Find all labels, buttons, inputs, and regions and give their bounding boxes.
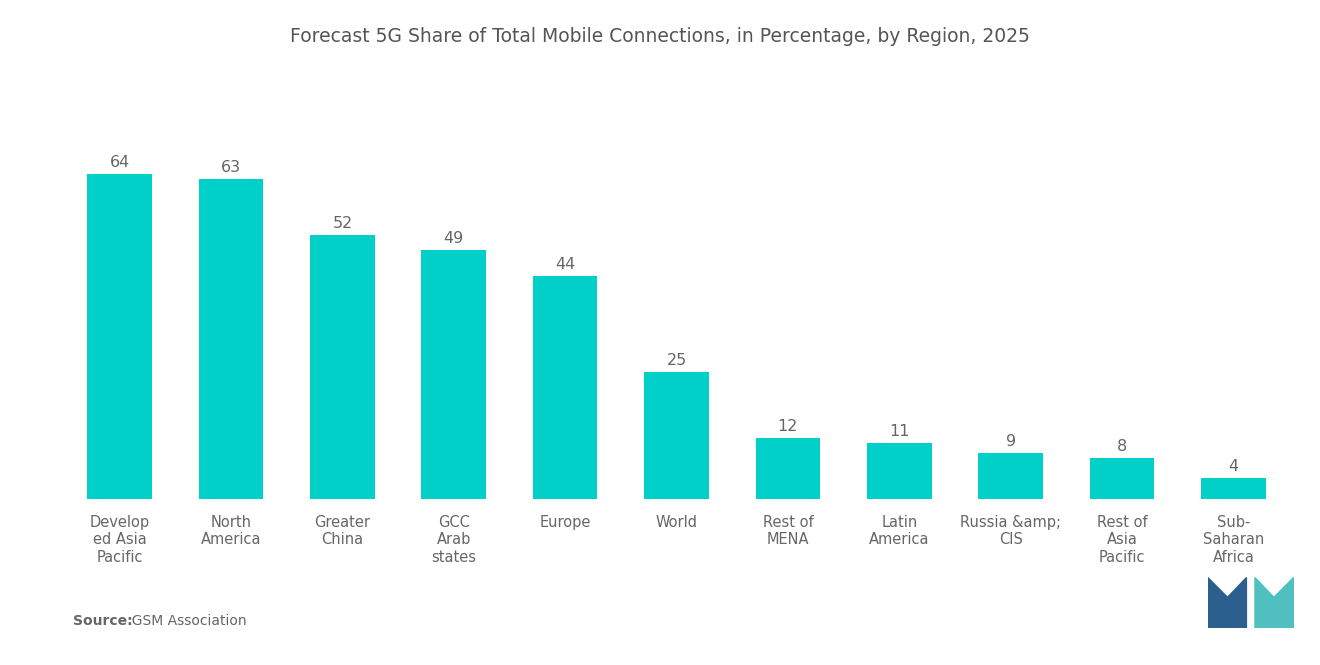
Text: 25: 25 <box>667 353 686 368</box>
Bar <box>87 174 152 499</box>
Bar <box>1201 479 1266 499</box>
Bar <box>199 180 263 499</box>
Text: 49: 49 <box>444 231 463 246</box>
Bar <box>533 275 598 499</box>
Bar <box>1090 458 1154 499</box>
Bar <box>310 235 375 499</box>
Text: 8: 8 <box>1117 439 1127 454</box>
Text: Source:: Source: <box>73 614 132 628</box>
Bar <box>755 438 820 499</box>
Bar <box>867 443 932 499</box>
Text: 12: 12 <box>777 419 799 434</box>
Bar <box>978 453 1043 499</box>
Text: 9: 9 <box>1006 434 1015 449</box>
Text: 11: 11 <box>888 424 909 439</box>
Text: 44: 44 <box>554 257 576 271</box>
Text: 63: 63 <box>220 160 242 176</box>
Polygon shape <box>1208 577 1246 628</box>
Text: Forecast 5G Share of Total Mobile Connections, in Percentage, by Region, 2025: Forecast 5G Share of Total Mobile Connec… <box>290 27 1030 46</box>
Bar <box>421 250 486 499</box>
Text: 64: 64 <box>110 155 129 170</box>
Text: 4: 4 <box>1229 460 1238 474</box>
Text: GSM Association: GSM Association <box>123 614 247 628</box>
Text: 52: 52 <box>333 216 352 231</box>
Polygon shape <box>1255 577 1294 628</box>
Bar <box>644 372 709 499</box>
